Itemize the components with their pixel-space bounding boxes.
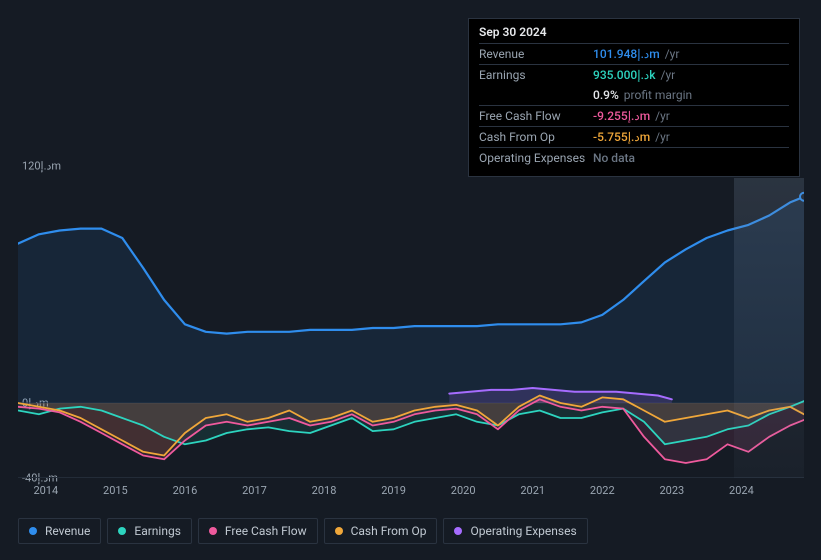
- legend-dot-icon: [209, 527, 217, 535]
- tooltip-row: Free Cash Flow-9.255د.إm /yr: [479, 105, 789, 126]
- tooltip-row: Revenue101.948د.إm /yr: [479, 43, 789, 64]
- x-axis-label: 2016: [173, 484, 198, 497]
- tooltip-row-value: 0.9% profit margin: [593, 87, 692, 103]
- x-axis-label: 2022: [590, 484, 615, 497]
- x-axis-label: 2019: [381, 484, 406, 497]
- tooltip-row-value: -9.255د.إm /yr: [593, 108, 670, 124]
- legend-dot-icon: [118, 527, 126, 535]
- tooltip-row-label: Earnings: [479, 67, 593, 83]
- tooltip-row-label: Revenue: [479, 46, 593, 62]
- tooltip-row-value: 935.000د.إk /yr: [593, 67, 675, 83]
- tooltip-row-value: -5.755د.إm /yr: [593, 129, 670, 145]
- tooltip-row: 0.9% profit margin: [479, 85, 789, 105]
- tooltip-row-label: Operating Expenses: [479, 150, 593, 166]
- tooltip-row-value: No data: [593, 150, 635, 166]
- financial-chart: [18, 178, 804, 478]
- x-axis-label: 2023: [659, 484, 684, 497]
- tooltip-row: Operating ExpensesNo data: [479, 147, 789, 168]
- legend-label: Earnings: [134, 524, 181, 538]
- data-tooltip: Sep 30 2024 Revenue101.948د.إm /yrEarnin…: [468, 18, 800, 177]
- revenue-end-marker: [800, 193, 804, 201]
- tooltip-date: Sep 30 2024: [479, 25, 789, 43]
- tooltip-row: Earnings935.000د.إk /yr: [479, 64, 789, 85]
- tooltip-row-label: [479, 87, 593, 103]
- legend: Revenue Earnings Free Cash Flow Cash From O…: [18, 518, 588, 544]
- tooltip-row-label: Cash From Op: [479, 129, 593, 145]
- tooltip-row-label: Free Cash Flow: [479, 108, 593, 124]
- y-axis-label: 120د.إm: [22, 160, 61, 173]
- legend-item-operating-expenses[interactable]: Operating Expenses: [443, 518, 587, 544]
- x-axis-label: 2020: [451, 484, 476, 497]
- x-axis: 2014 2015 2016 2017 2018 2019 2020 2021 2022 2023…: [18, 484, 804, 500]
- x-axis-label: 2014: [33, 484, 58, 497]
- tooltip-row-value: 101.948د.إm /yr: [593, 46, 679, 62]
- tooltip-row: Cash From Op-5.755د.إm /yr: [479, 126, 789, 147]
- legend-item-revenue[interactable]: Revenue: [18, 518, 101, 544]
- chart-area[interactable]: [18, 178, 804, 478]
- legend-dot-icon: [335, 527, 343, 535]
- x-axis-label: 2018: [312, 484, 337, 497]
- legend-label: Revenue: [45, 524, 90, 538]
- x-axis-label: 2021: [520, 484, 545, 497]
- legend-dot-icon: [29, 527, 37, 535]
- legend-item-free-cash-flow[interactable]: Free Cash Flow: [198, 518, 318, 544]
- legend-label: Cash From Op: [351, 524, 427, 538]
- legend-label: Free Cash Flow: [225, 524, 307, 538]
- legend-label: Operating Expenses: [470, 524, 576, 538]
- x-axis-label: 2015: [103, 484, 128, 497]
- x-axis-label: 2024: [729, 484, 754, 497]
- legend-dot-icon: [454, 527, 462, 535]
- legend-item-cash-from-op[interactable]: Cash From Op: [324, 518, 438, 544]
- x-axis-label: 2017: [242, 484, 267, 497]
- legend-item-earnings[interactable]: Earnings: [107, 518, 192, 544]
- series-area-revenue: [18, 197, 804, 403]
